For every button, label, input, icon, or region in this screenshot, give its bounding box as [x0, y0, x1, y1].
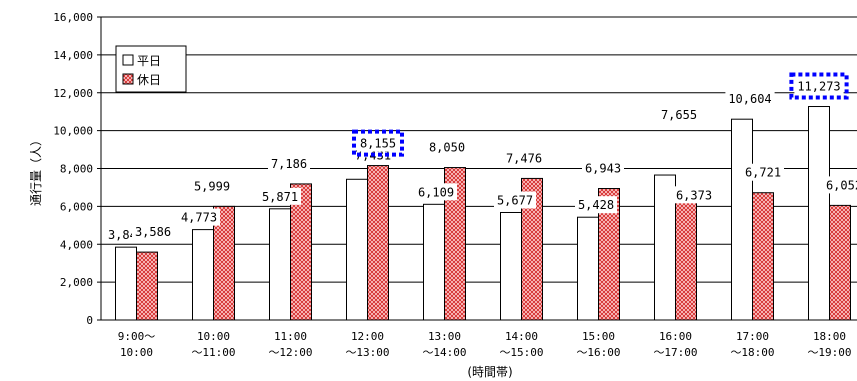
- data-label-holiday: 7,476: [506, 151, 542, 165]
- bar-weekday: [654, 174, 676, 321]
- data-label-weekday: 10,604: [728, 92, 771, 106]
- x-tick-label: ～16:00: [576, 346, 620, 359]
- data-label-holiday: 3,586: [135, 225, 171, 239]
- bar-weekday: [731, 118, 753, 321]
- bar-holiday: [213, 205, 235, 321]
- data-label-holiday: 8,155: [360, 137, 396, 151]
- bar-weekday: [192, 229, 214, 321]
- data-label-bg: [259, 187, 301, 205]
- data-label-bg: [132, 223, 174, 241]
- data-label-bg: [426, 138, 468, 156]
- x-axis-title: (時間帯): [467, 365, 512, 379]
- data-label-holiday: 6,721: [745, 166, 781, 180]
- bar-weekday: [577, 216, 599, 321]
- data-label-bg: [415, 183, 457, 201]
- bar-holiday: [675, 198, 697, 321]
- y-tick-label: 0: [86, 314, 93, 327]
- y-tick-label: 12,000: [53, 87, 93, 100]
- bar-holiday: [290, 183, 312, 321]
- data-label-holiday: 6,943: [585, 162, 621, 176]
- data-label-weekday: 11,273: [797, 80, 840, 94]
- legend-swatch-weekday: [122, 54, 134, 66]
- bar-weekday: [808, 106, 830, 321]
- y-axis-title: 通行量（人）: [29, 134, 43, 206]
- x-tick-label: ～18:00: [730, 346, 774, 359]
- y-tick-label: 16,000: [53, 11, 93, 24]
- data-label-bg: [658, 106, 700, 124]
- bar-weekday: [115, 246, 137, 321]
- legend-label-weekday: 平日: [137, 54, 161, 68]
- data-label-holiday: 8,050: [429, 141, 465, 155]
- data-label-weekday: 5,871: [262, 190, 298, 204]
- x-tick-label: 15:00: [582, 330, 615, 343]
- highlight-box: [789, 72, 849, 100]
- x-tick-label: ～13:00: [345, 346, 389, 359]
- data-label-bg: [582, 159, 624, 177]
- highlight-box: [352, 129, 404, 157]
- x-tick-label: ～11:00: [191, 346, 235, 359]
- data-label-bg: [191, 177, 233, 195]
- bar-weekday: [269, 208, 291, 321]
- y-tick-label: 14,000: [53, 49, 93, 62]
- data-label-bg: [742, 163, 784, 181]
- y-tick-label: 8,000: [60, 163, 93, 176]
- data-label-bg: [794, 77, 844, 95]
- data-label-bg: [823, 176, 857, 194]
- bar-weekday: [346, 178, 368, 321]
- x-tick-label: 12:00: [351, 330, 384, 343]
- data-label-bg: [178, 208, 220, 226]
- bar-holiday: [444, 167, 466, 321]
- x-tick-label: 10:00: [120, 346, 153, 359]
- x-tick-label: ～14:00: [422, 346, 466, 359]
- data-label-weekday: 5,677: [497, 193, 533, 207]
- data-label-bg: [575, 196, 617, 214]
- x-tick-label: ～15:00: [499, 346, 543, 359]
- bar-holiday: [367, 165, 389, 321]
- x-tick-label: 14:00: [505, 330, 538, 343]
- y-tick-label: 4,000: [60, 238, 93, 251]
- legend-swatch-holiday: [122, 73, 134, 85]
- x-tick-label: ～12:00: [268, 346, 312, 359]
- data-label-weekday: 4,773: [181, 211, 217, 225]
- data-label-weekday: 5,428: [578, 198, 614, 212]
- x-tick-label: 16:00: [659, 330, 692, 343]
- data-label-bg: [268, 154, 310, 172]
- y-tick-label: 2,000: [60, 276, 93, 289]
- bar-holiday: [752, 192, 774, 321]
- bar-holiday: [829, 204, 851, 321]
- y-tick-label: 10,000: [53, 125, 93, 138]
- bar-weekday: [423, 203, 445, 321]
- x-tick-label: ～19:00: [807, 346, 851, 359]
- x-tick-label: ～17:00: [653, 346, 697, 359]
- data-label-holiday: 6,052: [826, 178, 857, 192]
- bar-weekday: [500, 211, 522, 321]
- data-label-weekday: 7,655: [661, 108, 697, 122]
- data-label-holiday: 7,186: [271, 157, 307, 171]
- bar-holiday: [136, 251, 158, 321]
- data-label-bg: [494, 191, 536, 209]
- x-tick-label: 10:00: [197, 330, 230, 343]
- data-label-holiday: 6,373: [676, 188, 712, 202]
- x-tick-label: 9:00～: [118, 330, 156, 343]
- x-tick-label: 13:00: [428, 330, 461, 343]
- x-tick-label: 17:00: [736, 330, 769, 343]
- data-label-bg: [725, 90, 775, 108]
- data-label-bg: [673, 186, 715, 204]
- bar-holiday: [521, 177, 543, 321]
- x-tick-label: 11:00: [274, 330, 307, 343]
- y-tick-label: 6,000: [60, 200, 93, 213]
- x-tick-label: 18:00: [813, 330, 846, 343]
- data-label-weekday: 6,109: [418, 185, 454, 199]
- data-label-holiday: 5,999: [194, 179, 230, 193]
- data-label-bg: [503, 149, 545, 167]
- data-label-bg: [357, 134, 399, 152]
- legend-label-holiday: 休日: [137, 73, 161, 87]
- bar-holiday: [598, 188, 620, 321]
